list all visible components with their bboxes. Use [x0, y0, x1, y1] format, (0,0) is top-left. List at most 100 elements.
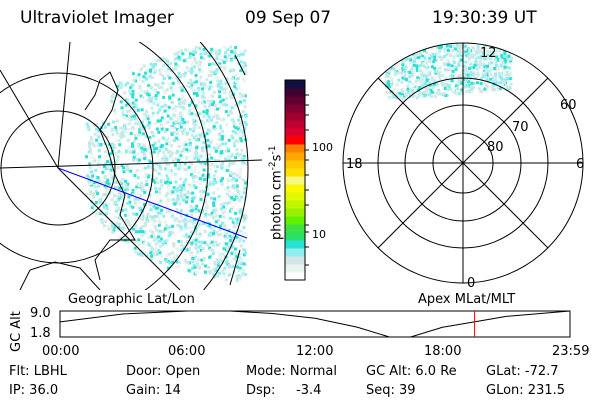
- aurora-pixel: [437, 89, 441, 93]
- aurora-pixel: [176, 52, 180, 56]
- aurora-pixel: [88, 166, 92, 170]
- aurora-pixel: [166, 259, 170, 263]
- aurora-pixel: [395, 96, 399, 100]
- aurora-pixel: [186, 197, 190, 201]
- aurora-pixel: [141, 214, 145, 218]
- aurora-pixel: [156, 119, 160, 123]
- aurora-pixel: [230, 172, 234, 176]
- aurora-pixel: [162, 76, 166, 80]
- aurora-pixel: [177, 166, 181, 170]
- aurora-pixel: [185, 168, 189, 172]
- aurora-pixel: [147, 201, 151, 205]
- aurora-pixel: [427, 54, 431, 58]
- aurora-pixel: [134, 98, 138, 102]
- aurora-pixel: [161, 229, 165, 233]
- aurora-pixel: [193, 175, 197, 179]
- aurora-pixel: [423, 56, 427, 60]
- aurora-pixel: [150, 96, 154, 100]
- aurora-pixel: [181, 73, 185, 77]
- aurora-pixel: [443, 61, 447, 65]
- aurora-pixel: [176, 223, 180, 227]
- aurora-pixel: [194, 50, 198, 54]
- aurora-pixel: [216, 274, 220, 278]
- aurora-pixel: [229, 57, 233, 61]
- aurora-pixel: [157, 229, 161, 233]
- aurora-pixel: [404, 56, 408, 60]
- aurora-pixel: [151, 203, 155, 207]
- aurora-pixel: [120, 228, 124, 232]
- aurora-pixel: [484, 68, 488, 72]
- aurora-pixel: [223, 134, 227, 138]
- aurora-pixel: [226, 192, 230, 196]
- aurora-pixel: [165, 210, 169, 214]
- aurora-pixel: [163, 239, 167, 243]
- aurora-pixel: [186, 243, 190, 247]
- aurora-pixel: [145, 173, 149, 177]
- aurora-pixel: [156, 103, 160, 107]
- aurora-pixel: [153, 88, 157, 92]
- aurora-pixel: [151, 222, 155, 226]
- aurora-pixel: [387, 74, 391, 78]
- aurora-pixel: [194, 255, 198, 259]
- aurora-pixel: [212, 90, 216, 94]
- aurora-pixel: [176, 248, 180, 252]
- aurora-pixel: [393, 56, 397, 60]
- aurora-pixel: [113, 178, 117, 182]
- aurora-pixel: [228, 234, 232, 238]
- aurora-pixel: [151, 76, 155, 80]
- aurora-pixel: [194, 83, 198, 87]
- aurora-pixel: [219, 65, 223, 69]
- aurora-pixel: [195, 92, 199, 96]
- aurora-pixel: [393, 52, 397, 56]
- aurora-pixel: [225, 103, 229, 107]
- aurora-pixel: [92, 159, 96, 163]
- aurora-pixel: [202, 159, 206, 163]
- aurora-pixel: [141, 80, 145, 84]
- aurora-pixel: [219, 100, 223, 104]
- aurora-pixel: [113, 181, 117, 185]
- aurora-pixel: [214, 180, 218, 184]
- aurora-pixel: [233, 49, 237, 53]
- aurora-pixel: [499, 74, 503, 78]
- aurora-pixel: [386, 43, 390, 47]
- colorbar-tick-100: 100: [312, 141, 333, 154]
- aurora-pixel: [404, 93, 408, 97]
- aurora-pixel: [471, 69, 475, 73]
- aurora-pixel: [439, 72, 443, 76]
- aurora-pixel: [102, 165, 106, 169]
- aurora-pixel: [465, 89, 469, 93]
- aurora-pixel: [452, 60, 456, 64]
- aurora-pixel: [463, 64, 467, 68]
- aurora-pixel: [200, 240, 204, 244]
- aurora-pixel: [433, 82, 437, 86]
- aurora-pixel: [143, 90, 147, 94]
- aurora-pixel: [209, 140, 213, 144]
- aurora-pixel: [175, 173, 179, 177]
- aurora-pixel: [184, 200, 188, 204]
- aurora-pixel: [149, 62, 153, 66]
- aurora-pixel: [454, 68, 458, 72]
- aurora-pixel: [418, 85, 422, 89]
- aurora-pixel: [417, 60, 421, 64]
- aurora-pixel: [459, 45, 463, 49]
- aurora-pixel: [227, 153, 231, 157]
- aurora-pixel: [460, 88, 464, 92]
- aurora-pixel: [214, 208, 218, 212]
- aurora-pixel: [475, 67, 479, 71]
- aurora-pixel: [395, 53, 399, 57]
- aurora-pixel: [187, 235, 191, 239]
- aurora-pixel: [149, 245, 153, 249]
- aurora-pixel: [501, 61, 505, 65]
- aurora-pixel: [97, 165, 101, 169]
- aurora-pixel: [182, 101, 186, 105]
- aurora-pixel: [104, 155, 108, 159]
- aurora-pixel: [451, 69, 455, 73]
- aurora-pixel: [217, 195, 221, 199]
- aurora-pixel: [233, 172, 237, 176]
- aurora-pixel: [185, 148, 189, 152]
- aurora-pixel: [415, 66, 419, 70]
- aurora-pixel: [197, 209, 201, 213]
- aurora-pixel: [442, 92, 446, 96]
- aurora-pixel: [207, 121, 211, 125]
- aurora-pixel: [153, 180, 157, 184]
